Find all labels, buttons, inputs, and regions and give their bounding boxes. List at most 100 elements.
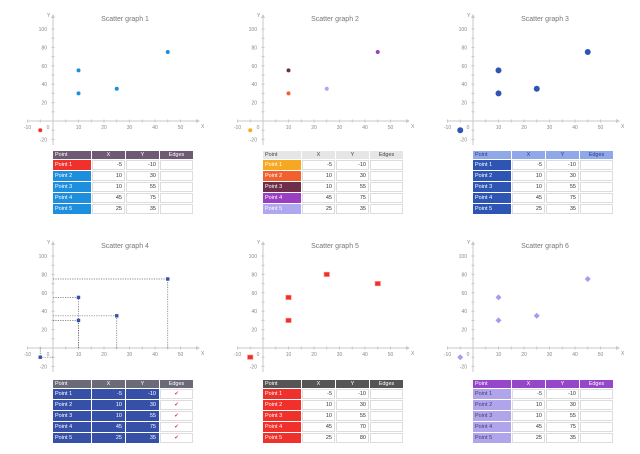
edge-cell[interactable] xyxy=(160,193,193,203)
point-x-cell[interactable]: 10 xyxy=(512,411,545,421)
point-label-cell[interactable]: Point 5 xyxy=(263,433,301,443)
edge-cell[interactable] xyxy=(160,204,193,214)
point-y-cell[interactable]: 75 xyxy=(126,422,159,432)
point-x-cell[interactable]: 25 xyxy=(512,204,545,214)
point-label-cell[interactable]: Point 3 xyxy=(53,411,91,421)
edge-cell[interactable] xyxy=(580,389,613,399)
point-x-cell[interactable]: 10 xyxy=(512,400,545,410)
scatter-point[interactable] xyxy=(324,86,329,91)
scatter-point[interactable] xyxy=(457,354,464,361)
edge-cell[interactable] xyxy=(160,160,193,170)
edge-cell[interactable] xyxy=(580,422,613,432)
point-label-cell[interactable]: Point 4 xyxy=(53,193,91,203)
point-y-cell[interactable]: 55 xyxy=(126,182,159,192)
scatter-point[interactable] xyxy=(374,281,381,287)
point-x-cell[interactable]: 25 xyxy=(302,204,335,214)
point-y-cell[interactable]: 30 xyxy=(546,400,579,410)
point-label-cell[interactable]: Point 2 xyxy=(473,400,511,410)
scatter-point[interactable] xyxy=(495,90,502,97)
point-y-cell[interactable]: 55 xyxy=(126,411,159,421)
scatter-point[interactable] xyxy=(285,317,292,323)
point-y-cell[interactable]: 55 xyxy=(546,182,579,192)
point-label-cell[interactable]: Point 2 xyxy=(53,171,91,181)
edge-cell[interactable] xyxy=(370,422,403,432)
point-y-cell[interactable]: 55 xyxy=(546,411,579,421)
point-label-cell[interactable]: Point 2 xyxy=(263,171,301,181)
point-label-cell[interactable]: Point 1 xyxy=(263,160,301,170)
edge-cell[interactable] xyxy=(580,433,613,443)
point-y-cell[interactable]: 70 xyxy=(336,422,369,432)
edge-cell[interactable] xyxy=(580,182,613,192)
point-x-cell[interactable]: 10 xyxy=(302,182,335,192)
point-label-cell[interactable]: Point 4 xyxy=(473,193,511,203)
point-y-cell[interactable]: 30 xyxy=(336,400,369,410)
edge-check-icon[interactable]: ✔ xyxy=(160,411,193,421)
point-x-cell[interactable]: 10 xyxy=(512,171,545,181)
edge-cell[interactable] xyxy=(370,433,403,443)
point-y-cell[interactable]: -10 xyxy=(126,160,159,170)
edge-cell[interactable] xyxy=(580,204,613,214)
point-y-cell[interactable]: 30 xyxy=(126,171,159,181)
point-label-cell[interactable]: Point 5 xyxy=(473,433,511,443)
point-x-cell[interactable]: 45 xyxy=(92,193,125,203)
edge-check-icon[interactable]: ✔ xyxy=(160,422,193,432)
scatter-point[interactable] xyxy=(76,295,81,300)
edge-cell[interactable] xyxy=(370,171,403,181)
scatter-point[interactable] xyxy=(115,314,119,318)
point-label-cell[interactable]: Point 4 xyxy=(473,422,511,432)
scatter-point[interactable] xyxy=(584,276,591,282)
point-x-cell[interactable]: 10 xyxy=(92,411,125,421)
point-label-cell[interactable]: Point 5 xyxy=(53,204,91,214)
point-x-cell[interactable]: 25 xyxy=(302,433,335,443)
point-label-cell[interactable]: Point 1 xyxy=(53,160,91,170)
edge-cell[interactable] xyxy=(580,171,613,181)
point-label-cell[interactable]: Point 3 xyxy=(263,182,301,192)
point-label-cell[interactable]: Point 4 xyxy=(263,422,301,432)
point-y-cell[interactable]: 30 xyxy=(126,400,159,410)
point-x-cell[interactable]: 45 xyxy=(92,422,125,432)
point-label-cell[interactable]: Point 3 xyxy=(473,411,511,421)
point-x-cell[interactable]: 45 xyxy=(512,422,545,432)
edge-check-icon[interactable]: ✔ xyxy=(160,389,193,399)
point-y-cell[interactable]: 75 xyxy=(546,422,579,432)
point-label-cell[interactable]: Point 4 xyxy=(263,193,301,203)
edge-cell[interactable] xyxy=(580,400,613,410)
scatter-point[interactable] xyxy=(286,91,291,96)
point-x-cell[interactable]: 10 xyxy=(302,171,335,181)
point-y-cell[interactable]: 75 xyxy=(126,193,159,203)
point-y-cell[interactable]: 35 xyxy=(546,204,579,214)
point-y-cell[interactable]: 30 xyxy=(336,171,369,181)
point-x-cell[interactable]: -5 xyxy=(512,389,545,399)
scatter-point[interactable] xyxy=(533,312,540,319)
point-y-cell[interactable]: 35 xyxy=(546,433,579,443)
point-y-cell[interactable]: -10 xyxy=(546,160,579,170)
point-label-cell[interactable]: Point 3 xyxy=(473,182,511,192)
edge-cell[interactable] xyxy=(580,193,613,203)
edge-cell[interactable] xyxy=(370,193,403,203)
point-x-cell[interactable]: 10 xyxy=(302,411,335,421)
point-x-cell[interactable]: 10 xyxy=(302,400,335,410)
point-label-cell[interactable]: Point 3 xyxy=(263,411,301,421)
scatter-point[interactable] xyxy=(38,355,42,359)
scatter-point[interactable] xyxy=(584,49,591,55)
scatter-point[interactable] xyxy=(248,128,253,133)
point-y-cell[interactable]: 35 xyxy=(336,204,369,214)
point-label-cell[interactable]: Point 1 xyxy=(473,389,511,399)
point-y-cell[interactable]: 75 xyxy=(546,193,579,203)
point-x-cell[interactable]: 45 xyxy=(302,422,335,432)
point-y-cell[interactable]: 55 xyxy=(336,411,369,421)
edge-cell[interactable] xyxy=(160,171,193,181)
scatter-point[interactable] xyxy=(495,294,502,301)
point-y-cell[interactable]: -10 xyxy=(336,160,369,170)
point-x-cell[interactable]: -5 xyxy=(302,389,335,399)
point-y-cell[interactable]: 75 xyxy=(336,193,369,203)
point-y-cell[interactable]: 80 xyxy=(336,433,369,443)
point-x-cell[interactable]: -5 xyxy=(92,389,125,399)
edge-cell[interactable] xyxy=(370,204,403,214)
edge-cell[interactable] xyxy=(370,400,403,410)
scatter-point[interactable] xyxy=(495,317,502,324)
scatter-point[interactable] xyxy=(38,128,43,133)
scatter-point[interactable] xyxy=(533,85,540,92)
point-label-cell[interactable]: Point 5 xyxy=(473,204,511,214)
scatter-point[interactable] xyxy=(285,294,292,300)
